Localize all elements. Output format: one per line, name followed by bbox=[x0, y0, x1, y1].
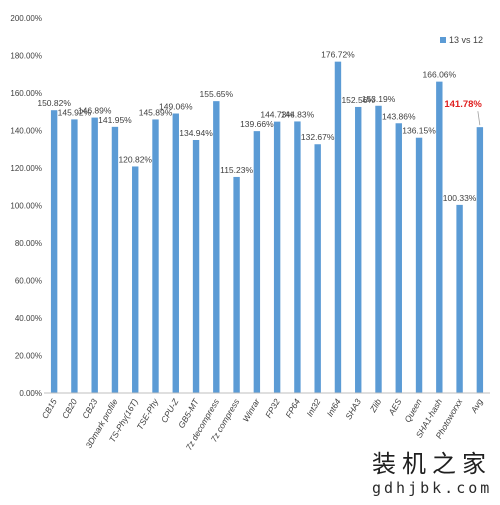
data-label: 132.67% bbox=[301, 132, 335, 142]
y-tick-label: 20.00% bbox=[15, 352, 42, 361]
data-label: 146.89% bbox=[78, 106, 112, 116]
bar bbox=[152, 119, 159, 394]
data-label: 115.23% bbox=[220, 165, 253, 175]
data-label: 152.56% bbox=[341, 95, 375, 105]
data-label: 145.92% bbox=[58, 107, 92, 117]
data-label: 134.94% bbox=[179, 128, 213, 138]
y-tick-label: 40.00% bbox=[15, 314, 42, 323]
bar bbox=[294, 121, 301, 393]
data-label: 144.83% bbox=[281, 109, 315, 119]
bar bbox=[71, 119, 78, 394]
data-label: 150.82% bbox=[37, 98, 71, 108]
y-tick-label: 100.00% bbox=[10, 202, 42, 211]
y-axis: 0.00% 20.00% 40.00% 60.00% 80.00% 100.00% 120.… bbox=[10, 14, 42, 398]
bar bbox=[273, 121, 281, 393]
data-label: 143.86% bbox=[382, 111, 416, 121]
bar bbox=[375, 105, 382, 394]
data-label: 155.65% bbox=[200, 89, 234, 99]
legend-label: 13 vs 12 bbox=[449, 35, 483, 45]
data-label: 145.89% bbox=[139, 107, 173, 117]
data-label: 141.78% bbox=[444, 99, 482, 110]
legend-swatch bbox=[440, 37, 446, 43]
data-label: 176.72% bbox=[321, 50, 355, 60]
data-label: 100.33% bbox=[443, 193, 477, 203]
data-labels: 150.82%145.92%146.89%141.95% 120.82% 145.8… bbox=[37, 50, 482, 203]
y-tick-label: 180.00% bbox=[10, 52, 42, 61]
y-tick-label: 140.00% bbox=[10, 127, 42, 136]
y-tick-label: 160.00% bbox=[10, 89, 42, 98]
bar bbox=[395, 123, 402, 393]
y-tick-label: 200.00% bbox=[10, 14, 42, 23]
y-tick-label: 120.00% bbox=[10, 164, 42, 173]
data-label: 120.82% bbox=[118, 154, 152, 164]
y-tick-label: 60.00% bbox=[15, 277, 42, 286]
bar bbox=[213, 101, 220, 393]
bar bbox=[91, 117, 98, 394]
bar bbox=[436, 81, 443, 393]
watermark-url: gdhjbk.com bbox=[372, 479, 492, 497]
bar bbox=[111, 126, 119, 393]
label-leader-line bbox=[477, 111, 481, 126]
watermark-brand: 装机之家 bbox=[372, 450, 492, 478]
data-label: 139.66% bbox=[240, 119, 274, 129]
data-label: 153.19% bbox=[362, 94, 396, 104]
bar bbox=[50, 110, 58, 394]
bar bbox=[415, 137, 423, 393]
bar bbox=[192, 139, 200, 393]
bar bbox=[314, 144, 321, 393]
bar bbox=[172, 113, 179, 393]
data-label: 141.95% bbox=[98, 115, 132, 125]
data-label: 166.06% bbox=[423, 70, 457, 80]
bar bbox=[456, 204, 463, 393]
bar bbox=[233, 176, 240, 393]
data-label: 149.06% bbox=[159, 102, 193, 112]
y-tick-label: 80.00% bbox=[15, 239, 42, 248]
bar bbox=[253, 131, 261, 393]
bars bbox=[50, 61, 484, 394]
bar bbox=[334, 61, 342, 394]
bar bbox=[132, 166, 139, 393]
data-label: 144.73% bbox=[260, 110, 294, 120]
bar bbox=[476, 127, 484, 393]
watermark: 装机之家 gdhjbk.com bbox=[372, 450, 492, 497]
legend: 13 vs 12 bbox=[440, 35, 483, 45]
y-tick-label: 0.00% bbox=[19, 389, 42, 398]
bar bbox=[355, 106, 362, 393]
data-label: 136.15% bbox=[402, 126, 436, 136]
